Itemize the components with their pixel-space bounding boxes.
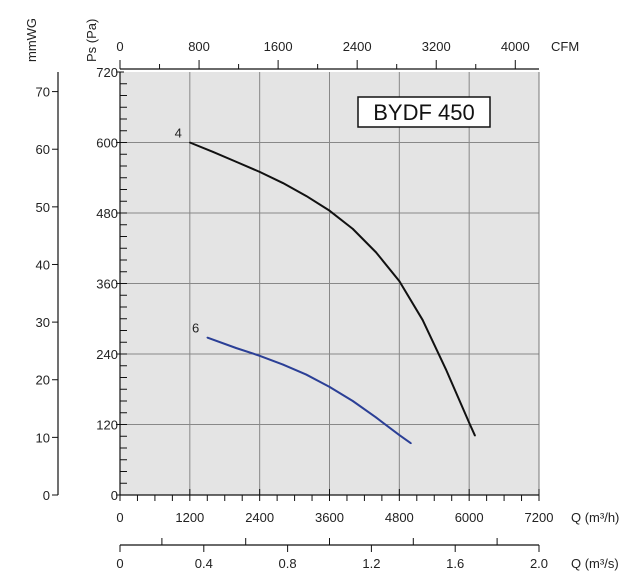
curve-point-4 [258, 171, 261, 173]
curve-point-6 [351, 400, 354, 402]
curve-point-4 [421, 319, 424, 321]
q-m3s-tick-label: 0 [116, 556, 123, 571]
q-m3s-tick-label: 1.2 [362, 556, 380, 571]
q-m3h-tick-label: 4800 [385, 510, 414, 525]
ps-tick-label: 120 [96, 418, 118, 433]
q-m3s-tick-label: 1.6 [446, 556, 464, 571]
q-m3s-tick-label: 0.8 [279, 556, 297, 571]
curve-point-6 [258, 354, 261, 357]
curve-point-6 [235, 347, 238, 349]
q-m3h-tick-label: 2400 [245, 510, 274, 525]
curve-point-6 [282, 363, 284, 366]
performance-curve-4 [189, 141, 476, 437]
curve-point-4 [189, 141, 191, 144]
curve-point-4 [398, 280, 401, 282]
mmwg-tick-label: 50 [36, 200, 50, 215]
curve-point-4 [235, 161, 238, 163]
curve-point-6 [206, 336, 209, 339]
q-m3s-tick-label: 2.0 [530, 556, 548, 571]
ps-tick-label: 480 [96, 206, 118, 221]
series-label-4: 4 [175, 126, 182, 141]
curve-point-4 [474, 434, 476, 437]
mmwg-tick-label: 20 [36, 373, 50, 388]
curve-point-4 [375, 251, 377, 254]
cfm-tick-label: 2400 [343, 39, 372, 54]
mmwg-tick-label: 30 [36, 315, 50, 330]
ps-tick-label: 240 [96, 347, 118, 362]
model-label-box: BYDF 450 [357, 96, 491, 128]
ps-tick-label: 360 [96, 277, 118, 292]
q-m3h-tick-label: 6000 [455, 510, 484, 525]
mmwg-tick-label: 40 [36, 257, 50, 272]
curve-point-6 [398, 434, 401, 436]
mmwg-axis-label: mmWG [24, 18, 39, 62]
curve-point-6 [305, 373, 308, 376]
grid-lines [120, 72, 539, 495]
q-m3h-tick-label: 7200 [525, 510, 554, 525]
curve-point-4 [282, 182, 284, 184]
ps-tick-label: 720 [96, 65, 118, 80]
curve-point-6 [375, 416, 377, 419]
cfm-tick-label: 3200 [422, 39, 451, 54]
curve-point-4 [445, 368, 447, 371]
mmwg-tick-label: 0 [43, 488, 50, 503]
curve-point-4 [212, 151, 214, 153]
q-m3h-axis-label: Q (m³/h) [571, 510, 619, 525]
series-labels: 46 [175, 126, 200, 336]
cfm-axis-label: CFM [551, 39, 579, 54]
cfm-tick-label: 1600 [264, 39, 293, 54]
mmwg-tick-label: 60 [36, 142, 50, 157]
ps-axis-label: Ps (Pa) [84, 19, 99, 62]
series-label-6: 6 [192, 321, 199, 336]
q-m3s-tick-label: 0.4 [195, 556, 213, 571]
curve-point-6 [410, 442, 412, 445]
q-m3s-axis-label: Q (m³/s) [571, 556, 619, 571]
cfm-tick-label: 0 [116, 39, 123, 54]
ps-tick-label: 600 [96, 136, 118, 151]
ps-tick-label: 0 [111, 488, 118, 503]
q-m3h-tick-label: 1200 [175, 510, 204, 525]
q-m3h-tick-label: 0 [116, 510, 123, 525]
curves [189, 141, 476, 445]
cfm-tick-label: 4000 [501, 39, 530, 54]
curve-point-4 [305, 195, 308, 197]
curve-point-6 [328, 386, 331, 388]
mmwg-tick-label: 70 [36, 85, 50, 100]
q-m3h-tick-label: 3600 [315, 510, 344, 525]
performance-curve-6 [206, 336, 412, 445]
mmwg-tick-label: 10 [36, 430, 50, 445]
curve-point-4 [351, 228, 354, 230]
model-label: BYDF 450 [373, 100, 475, 125]
curve-point-4 [468, 421, 470, 424]
cfm-tick-label: 800 [188, 39, 210, 54]
curve-point-4 [328, 209, 331, 212]
